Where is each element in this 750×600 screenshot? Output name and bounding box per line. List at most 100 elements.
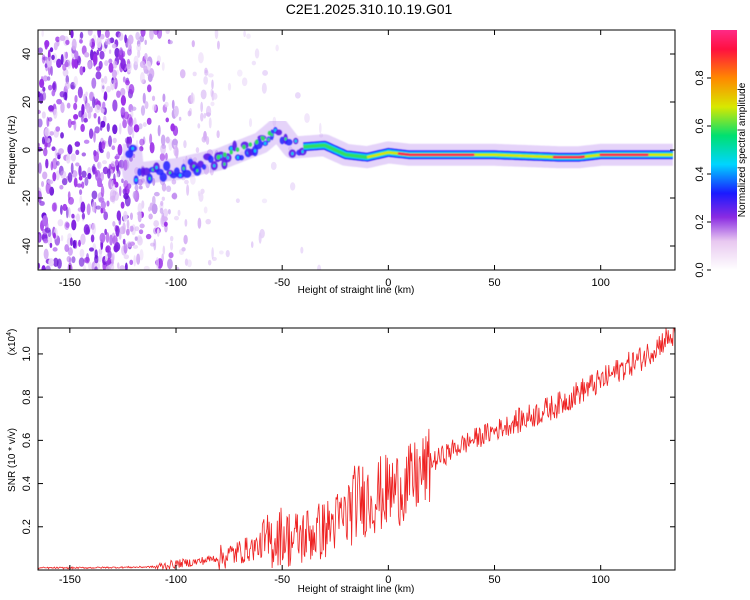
noise-speck <box>43 147 48 157</box>
noise-speck <box>107 168 111 179</box>
ridge-blob <box>159 172 168 182</box>
noise-speck <box>207 259 212 266</box>
noise-speck <box>89 39 92 48</box>
colorbar-gradient <box>711 30 737 270</box>
noise-speck <box>163 208 169 218</box>
spectrogram-x-tick-label: -150 <box>59 277 81 289</box>
noise-speck <box>79 66 84 76</box>
noise-speck <box>51 202 57 212</box>
noise-speck <box>42 56 48 61</box>
noise-speck <box>134 184 139 191</box>
noise-speck <box>127 48 132 56</box>
noise-speck <box>42 86 46 92</box>
snr-x-tick-label: -100 <box>165 574 187 586</box>
noise-speck <box>132 244 139 249</box>
noise-speck <box>130 106 137 111</box>
noise-speck <box>118 186 122 197</box>
noise-speck <box>65 39 70 46</box>
noise-speck <box>112 221 116 227</box>
noise-speck <box>118 167 122 172</box>
noise-speck <box>118 217 122 226</box>
noise-speck <box>75 213 80 222</box>
noise-speck <box>48 105 54 113</box>
noise-speck <box>93 131 96 143</box>
ridge-blob <box>137 168 142 177</box>
noise-speck <box>118 231 122 240</box>
noise-speck <box>65 154 71 164</box>
spectrogram-x-tick-label: 50 <box>488 277 500 289</box>
noise-speck <box>91 222 97 235</box>
noise-speck <box>88 91 94 102</box>
noise-speck <box>118 32 124 41</box>
ridge-blob <box>182 169 192 178</box>
ridge-core-blob <box>270 133 274 137</box>
noise-speck <box>79 189 83 195</box>
noise-speck <box>45 158 49 169</box>
noise-speck <box>88 262 92 270</box>
noise-speck <box>53 257 59 268</box>
noise-speck <box>161 61 165 71</box>
noise-speck <box>140 30 146 37</box>
noise-speck <box>123 111 130 120</box>
noise-speck <box>38 162 42 174</box>
noise-speck <box>122 119 127 129</box>
noise-speck <box>144 53 148 60</box>
noise-speck <box>64 81 70 90</box>
noise-speck <box>119 265 126 270</box>
noise-speck <box>38 233 41 243</box>
noise-speck <box>53 108 58 119</box>
noise-speck <box>65 75 70 84</box>
noise-speck <box>86 252 89 263</box>
noise-speck <box>100 120 106 128</box>
noise-speck <box>115 225 120 237</box>
snr-y-ticks: 0.2 0.4 0.6 0.8 1.0 <box>21 346 675 534</box>
noise-speck <box>51 146 56 152</box>
ridge-core-red <box>397 152 475 157</box>
noise-speck <box>170 123 176 132</box>
noise-speck <box>119 47 123 56</box>
noise-speck <box>184 218 188 227</box>
noise-speck <box>58 148 64 155</box>
noise-speck <box>64 221 70 231</box>
noise-speck <box>211 79 214 90</box>
noise-speck <box>38 262 41 269</box>
ridge-core-blob <box>263 141 267 145</box>
noise-speck <box>97 116 101 125</box>
noise-speck <box>140 105 146 116</box>
noise-speck <box>88 247 95 252</box>
noise-speck <box>78 165 82 177</box>
spectrogram-ridge <box>114 117 675 185</box>
noise-speck <box>147 73 153 83</box>
noise-speck <box>76 55 82 66</box>
noise-speck <box>112 137 117 144</box>
noise-speck <box>184 179 189 185</box>
noise-speck <box>93 151 100 163</box>
ridge-blob <box>141 167 151 176</box>
noise-speck <box>153 191 160 197</box>
noise-speck <box>162 93 166 103</box>
noise-speck <box>100 185 105 198</box>
noise-speck <box>111 253 115 266</box>
noise-speck <box>169 241 174 251</box>
noise-speck <box>51 158 58 170</box>
noise-speck <box>145 233 152 240</box>
noise-speck <box>120 95 127 106</box>
noise-speck <box>163 221 168 227</box>
noise-speck <box>70 153 77 162</box>
noise-speck <box>190 175 196 185</box>
noise-speck <box>139 138 145 146</box>
noise-speck <box>294 92 301 99</box>
noise-speck <box>74 141 81 147</box>
noise-speck <box>47 84 53 91</box>
noise-speck <box>113 244 119 253</box>
noise-speck <box>75 162 80 167</box>
noise-speck <box>105 245 111 253</box>
noise-speck <box>159 153 166 162</box>
snr-scale-prefix: (x10 <box>7 335 18 355</box>
noise-speck <box>300 246 304 254</box>
noise-speck <box>96 177 103 187</box>
noise-speck <box>83 117 88 123</box>
noise-speck <box>270 161 277 171</box>
noise-speck <box>91 190 98 200</box>
noise-speck <box>61 177 68 186</box>
